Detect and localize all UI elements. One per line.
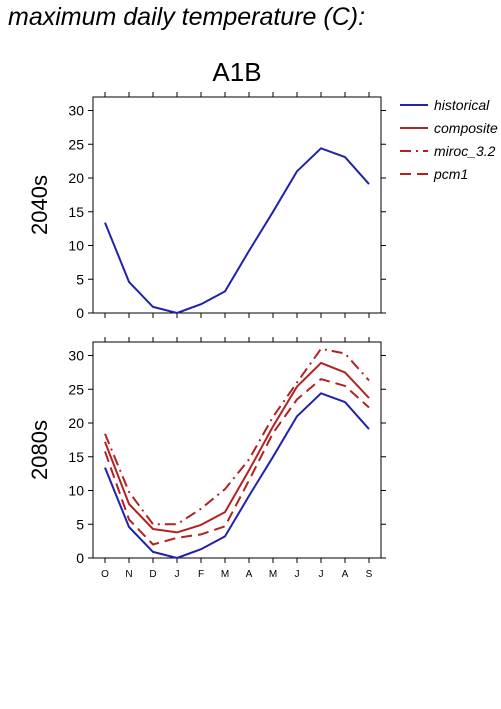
y-tick-label: 15 — [68, 204, 84, 220]
y-tick-label: 20 — [68, 170, 84, 186]
series-line-historical — [104, 147, 370, 314]
y-tick-label: 5 — [76, 516, 84, 532]
legend-label: miroc_3.2 — [434, 143, 496, 159]
x-tick-label: S — [366, 569, 373, 580]
series-line-historical — [104, 392, 370, 559]
y-axis-label: 2040s — [27, 175, 52, 235]
y-tick-label: 25 — [68, 381, 84, 397]
y-tick-label: 10 — [68, 483, 84, 499]
chart-panel-1: 0 5 10 15 20 25 30 A1B 2040s — [27, 57, 386, 321]
y-tick-label: 30 — [68, 348, 84, 364]
y-tick-label: 10 — [68, 238, 84, 254]
legend-label: composite — [434, 120, 498, 136]
plot-frame — [92, 341, 382, 559]
y-tick-label: 25 — [68, 136, 84, 152]
y-tick-label: 5 — [76, 271, 84, 287]
x-tick-label: O — [101, 569, 109, 580]
legend-label: pcm1 — [433, 166, 468, 182]
legend: historical composite miroc_3.2 pcm1 — [400, 97, 498, 182]
y-tick-label: 15 — [68, 449, 84, 465]
legend-label: historical — [434, 97, 490, 113]
y-tick-label: 0 — [76, 305, 84, 321]
x-tick-label: N — [125, 569, 132, 580]
plot-frame — [92, 96, 382, 314]
x-tick-label: J — [295, 569, 300, 580]
x-tick-label: D — [149, 569, 156, 580]
y-tick-label: 20 — [68, 415, 84, 431]
panel-title: A1B — [212, 57, 261, 87]
x-tick-label: A — [246, 569, 253, 580]
y-tick-label: 0 — [76, 550, 84, 566]
chart-panel-2: 0 5 10 15 20 25 30 O N D J F M A M J J A S 2080s — [27, 337, 386, 580]
x-tick-label: M — [269, 569, 277, 580]
page-title: maximum daily temperature (C): — [8, 3, 366, 31]
series-line-miroc-3-2 — [104, 347, 370, 526]
y-tick-label: 30 — [68, 103, 84, 119]
x-tick-label: F — [198, 569, 204, 580]
x-tick-label: J — [175, 569, 180, 580]
series-line-composite — [104, 361, 370, 534]
x-tick-label: M — [221, 569, 229, 580]
series-line-pcm1 — [104, 378, 370, 546]
x-tick-label: J — [319, 569, 324, 580]
x-tick-label: A — [342, 569, 349, 580]
y-axis-label: 2080s — [27, 420, 52, 480]
